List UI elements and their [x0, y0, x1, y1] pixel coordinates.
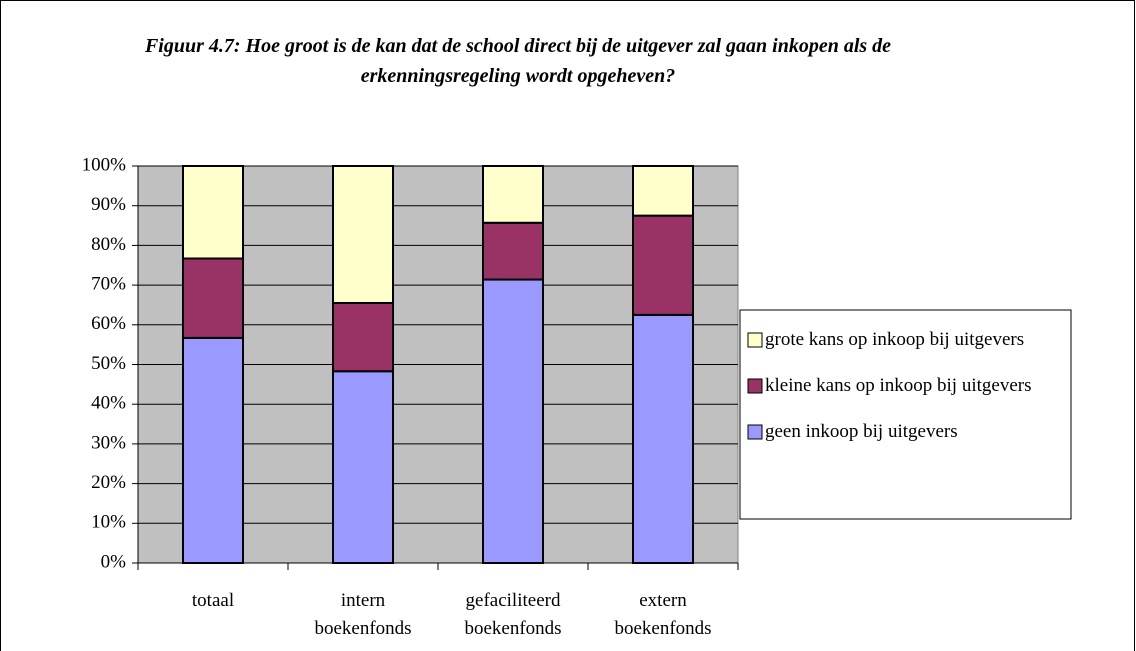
bar-segment — [482, 278, 544, 564]
bar-segment — [332, 301, 394, 373]
bar-segment — [482, 221, 544, 281]
bar-segment — [632, 165, 694, 217]
y-tick-label: 0% — [101, 551, 127, 572]
x-tick-label: totaal — [192, 590, 234, 611]
legend-label: geen inkoop bij uitgevers — [765, 421, 958, 442]
legend-swatch — [747, 424, 763, 440]
bar-segment — [182, 336, 244, 564]
y-tick-label: 50% — [91, 353, 126, 374]
x-tick-label: gefaciliteerd boekenfonds — [464, 590, 561, 639]
y-tick-label: 80% — [91, 234, 126, 255]
bar-segment — [332, 165, 394, 304]
legend-label: kleine kans op inkoop bij uitgevers — [765, 375, 1031, 396]
y-tick-label: 100% — [82, 154, 127, 175]
bar-segment — [482, 165, 544, 224]
y-tick-label: 90% — [91, 194, 126, 215]
y-tick-label: 70% — [91, 273, 126, 294]
bar-segment — [632, 313, 694, 564]
bar-segment — [332, 370, 394, 564]
y-tick-label: 60% — [91, 313, 126, 334]
legend-box — [739, 309, 1072, 520]
x-tick-label: extern boekenfonds — [614, 590, 711, 639]
bar-segment — [182, 165, 244, 260]
bar-segment — [182, 257, 244, 339]
legend-label: grote kans op inkoop bij uitgevers — [765, 329, 1024, 350]
y-tick-label: 30% — [91, 432, 126, 453]
chart-title: Figuur 4.7: Hoe groot is de kan dat de s… — [144, 35, 891, 87]
legend-swatch — [747, 378, 763, 394]
x-tick-label: intern boekenfonds — [314, 590, 411, 639]
y-tick-label: 40% — [91, 393, 126, 414]
y-tick-label: 20% — [91, 472, 126, 493]
bar-segment — [632, 214, 694, 316]
legend-swatch — [747, 332, 763, 348]
y-tick-label: 10% — [91, 512, 126, 533]
